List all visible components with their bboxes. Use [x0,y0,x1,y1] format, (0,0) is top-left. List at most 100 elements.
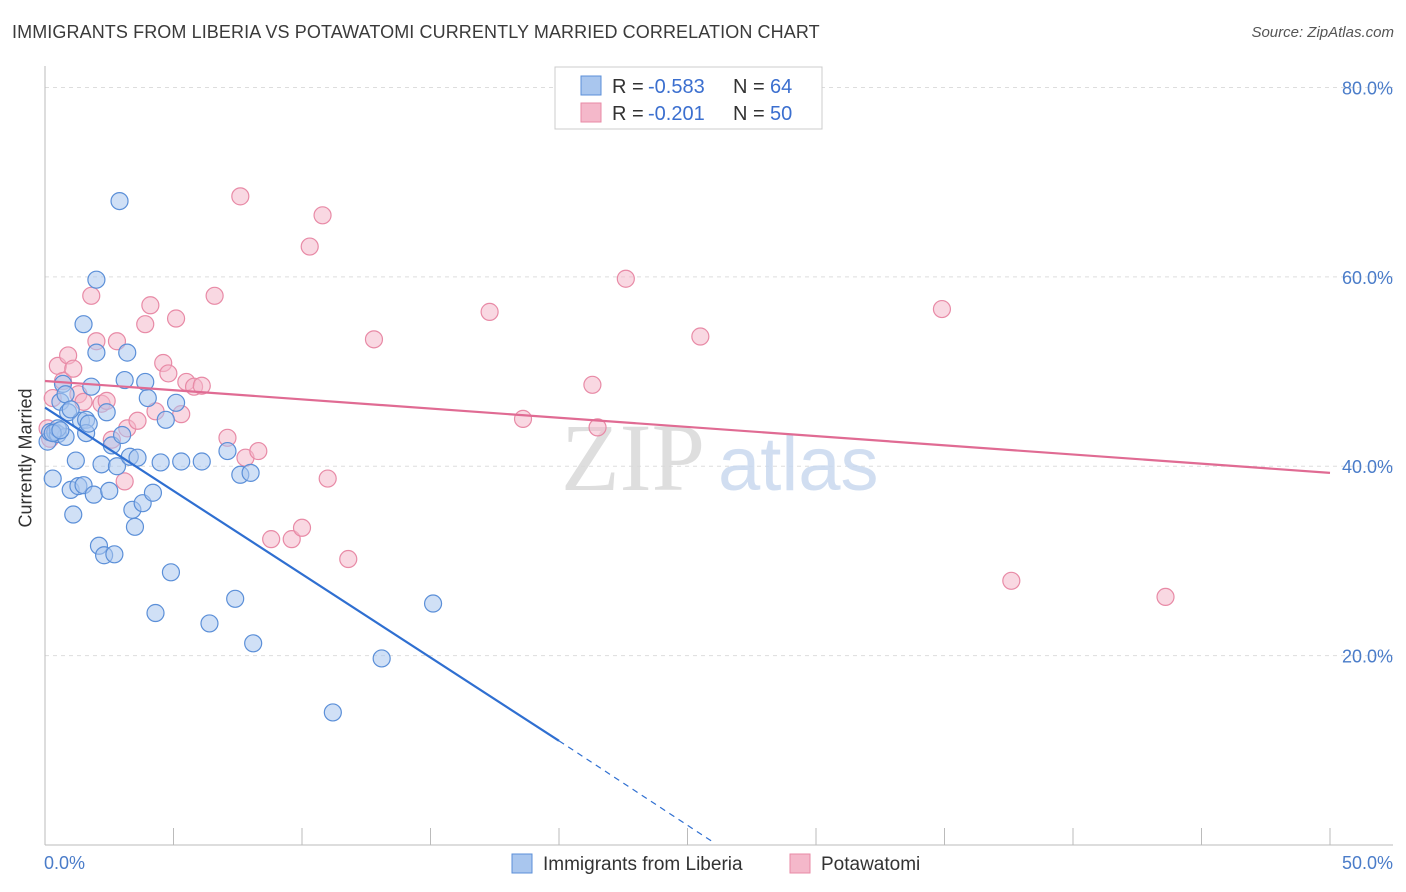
bottom-legend-label-pink: Potawatomi [821,854,920,875]
axes [44,66,1393,846]
chart-source: Source: ZipAtlas.com [1251,24,1394,41]
data-point-potawatomi [82,286,101,305]
data-point-potawatomi [205,286,224,305]
bottom-legend-swatch-blue [511,853,533,874]
legend-r-label-blue: R = [612,76,644,98]
data-point-liberia [423,594,443,613]
data-point-liberia [192,452,211,471]
legend-swatch-pink [580,102,602,123]
data-point-potawatomi [282,530,301,549]
legend-swatch-blue [580,75,602,96]
data-point-potawatomi [318,469,337,488]
data-point-liberia [79,414,98,433]
data-point-potawatomi [691,327,710,346]
data-point-liberia [84,485,103,504]
series-legend: Immigrants from Liberia Potawatomi [511,853,920,875]
data-point-liberia [166,393,186,412]
data-point-liberia [112,425,132,445]
x-tick-label-min: 0.0% [44,853,85,873]
data-point-liberia [200,614,219,633]
grid-lines [45,86,1393,657]
data-point-liberia [156,410,175,429]
data-point-liberia [74,315,93,334]
data-point-liberia [61,400,80,419]
bottom-legend-label-blue: Immigrants from Liberia [543,854,743,875]
data-point-liberia [64,505,83,524]
data-point-liberia [125,517,145,536]
data-point-potawatomi [107,332,127,351]
series-liberia-points [38,191,443,722]
data-point-potawatomi [313,206,332,225]
data-point-liberia [244,634,263,653]
data-point-potawatomi [166,309,186,328]
data-point-potawatomi [136,315,155,334]
data-point-liberia [43,469,62,488]
data-point-potawatomi [1156,587,1175,607]
data-point-liberia [82,377,101,396]
data-point-liberia [87,343,106,362]
y-tick-label: 20.0% [1342,647,1393,667]
data-point-liberia [138,388,157,408]
data-point-liberia [118,343,137,362]
data-point-potawatomi [128,411,147,430]
data-point-potawatomi [231,187,250,206]
data-point-potawatomi [364,330,384,349]
trend-line-liberia [44,406,560,742]
data-point-liberia [143,483,163,502]
data-point-liberia [372,649,391,668]
data-point-potawatomi [932,299,952,319]
series-potawatomi-points [38,187,1175,607]
data-point-potawatomi [513,409,533,428]
data-point-potawatomi [159,364,178,383]
correlation-legend: R = -0.583 N = 64 R = -0.201 N = 50 [554,66,823,130]
data-point-potawatomi [480,302,499,321]
watermark: ZIP atlas [561,404,879,511]
data-point-potawatomi [616,269,635,288]
legend-n-label-blue: N = [733,76,765,98]
data-point-potawatomi [1002,571,1021,590]
data-point-liberia [51,421,70,440]
watermark-zip: ZIP [561,404,705,511]
data-point-potawatomi [300,237,319,256]
legend-n-value-pink: 50 [770,103,792,125]
y-tick-label: 40.0% [1342,457,1393,477]
data-point-liberia [87,270,106,289]
data-point-liberia [97,403,116,422]
data-point-liberia [66,451,85,470]
data-point-potawatomi [583,375,602,394]
data-point-liberia [323,703,342,722]
legend-r-label-pink: R = [612,103,644,125]
data-point-liberia [110,191,129,211]
trend-line-potawatomi [44,379,1331,474]
data-point-potawatomi [262,530,281,549]
trend-line-extension-liberia [558,740,714,843]
data-point-potawatomi [588,418,607,437]
legend-r-value-blue: -0.583 [648,76,705,98]
data-point-liberia [151,453,170,472]
data-point-liberia [146,603,165,623]
trend-lines [44,379,1331,843]
data-point-potawatomi [141,296,160,315]
legend-n-value-blue: 64 [770,76,792,98]
data-point-liberia [172,452,191,471]
data-point-liberia [56,385,75,404]
data-point-liberia [218,441,237,461]
y-tick-label: 60.0% [1342,268,1393,288]
data-point-potawatomi [292,518,312,537]
data-point-liberia [92,455,111,474]
y-tick-label: 80.0% [1342,78,1393,98]
data-point-liberia [100,481,119,500]
data-point-liberia [241,463,260,482]
chart-title: IMMIGRANTS FROM LIBERIA VS POTAWATOMI CU… [12,22,820,42]
legend-r-value-pink: -0.201 [648,103,705,125]
data-point-potawatomi [249,441,268,461]
data-point-liberia [226,589,245,608]
data-point-liberia [161,563,181,582]
watermark-atlas: atlas [718,422,879,507]
data-point-liberia [105,545,124,564]
bottom-legend-swatch-pink [789,853,811,874]
data-point-liberia [107,457,127,476]
data-point-potawatomi [115,472,134,491]
data-point-potawatomi [339,549,358,569]
